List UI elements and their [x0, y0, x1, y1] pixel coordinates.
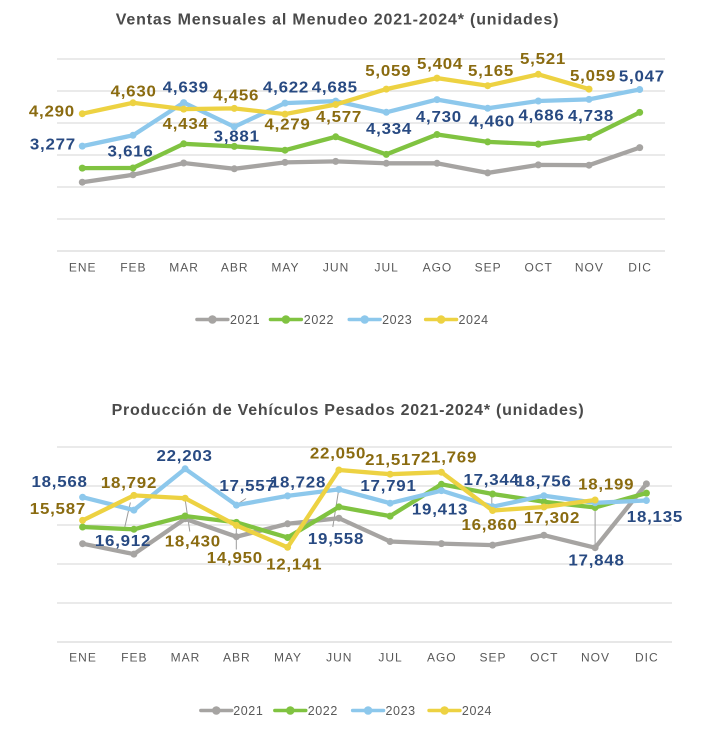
svg-text:ABR: ABR	[223, 651, 251, 665]
svg-text:JUN: JUN	[323, 261, 349, 275]
svg-text:18,199: 18,199	[578, 476, 634, 493]
svg-text:18,728: 18,728	[270, 474, 326, 491]
svg-text:2021: 2021	[233, 704, 263, 718]
svg-text:5,059: 5,059	[365, 62, 411, 79]
svg-text:16,860: 16,860	[462, 516, 518, 533]
svg-text:SEP: SEP	[479, 651, 506, 665]
svg-text:22,050: 22,050	[310, 445, 366, 462]
svg-text:4,460: 4,460	[469, 113, 515, 130]
svg-text:21,769: 21,769	[421, 449, 477, 466]
svg-text:5,059: 5,059	[570, 67, 616, 84]
svg-text:AGO: AGO	[427, 651, 457, 665]
svg-text:OCT: OCT	[525, 261, 553, 275]
svg-text:3,881: 3,881	[214, 128, 260, 145]
svg-text:19,558: 19,558	[308, 530, 364, 547]
svg-text:4,686: 4,686	[518, 107, 564, 124]
svg-text:JUL: JUL	[378, 651, 402, 665]
svg-text:3,277: 3,277	[30, 136, 76, 153]
svg-text:2023: 2023	[386, 704, 416, 718]
svg-text:18,756: 18,756	[515, 473, 571, 490]
svg-text:SEP: SEP	[475, 261, 502, 275]
svg-text:15,587: 15,587	[30, 500, 86, 517]
svg-text:MAR: MAR	[171, 651, 201, 665]
svg-text:Producción de Vehículos Pesado: Producción de Vehículos Pesados 2021-202…	[112, 402, 585, 419]
svg-text:OCT: OCT	[530, 651, 558, 665]
svg-text:17,848: 17,848	[568, 552, 624, 569]
svg-text:ENE: ENE	[69, 261, 97, 275]
svg-text:FEB: FEB	[120, 261, 146, 275]
svg-text:2024: 2024	[462, 704, 492, 718]
svg-text:ABR: ABR	[221, 261, 249, 275]
svg-text:3,616: 3,616	[107, 143, 153, 160]
svg-text:NOV: NOV	[581, 651, 610, 665]
svg-text:5,521: 5,521	[520, 51, 566, 68]
svg-text:18,792: 18,792	[101, 474, 157, 491]
svg-text:4,334: 4,334	[366, 120, 412, 137]
svg-text:5,165: 5,165	[468, 62, 514, 79]
svg-text:22,203: 22,203	[157, 448, 213, 465]
svg-text:NOV: NOV	[575, 261, 604, 275]
svg-text:4,738: 4,738	[568, 107, 614, 124]
svg-text:ENE: ENE	[69, 651, 97, 665]
svg-text:2024: 2024	[459, 313, 489, 327]
svg-text:4,639: 4,639	[163, 79, 209, 96]
svg-text:DIC: DIC	[628, 261, 652, 275]
svg-text:4,685: 4,685	[312, 79, 358, 96]
svg-text:4,630: 4,630	[111, 83, 157, 100]
svg-text:4,577: 4,577	[316, 109, 362, 126]
svg-text:16,912: 16,912	[95, 532, 151, 549]
svg-text:5,047: 5,047	[619, 68, 665, 85]
svg-text:17,791: 17,791	[360, 478, 416, 495]
svg-text:5,404: 5,404	[417, 56, 463, 73]
svg-text:14,950: 14,950	[207, 550, 263, 567]
svg-text:MAY: MAY	[271, 261, 299, 275]
svg-text:4,730: 4,730	[416, 108, 462, 125]
svg-text:17,344: 17,344	[464, 472, 520, 489]
svg-text:4,290: 4,290	[29, 103, 75, 120]
svg-text:AGO: AGO	[423, 261, 453, 275]
svg-text:FEB: FEB	[121, 651, 147, 665]
svg-text:21,517: 21,517	[365, 451, 421, 468]
svg-text:4,456: 4,456	[213, 87, 259, 104]
svg-text:4,279: 4,279	[264, 116, 310, 133]
svg-text:19,413: 19,413	[412, 501, 468, 518]
svg-text:17,302: 17,302	[524, 510, 580, 527]
svg-text:12,141: 12,141	[266, 556, 322, 573]
svg-text:18,135: 18,135	[627, 509, 683, 526]
svg-text:MAR: MAR	[169, 261, 199, 275]
svg-text:4,434: 4,434	[163, 115, 209, 132]
svg-text:17,557: 17,557	[219, 477, 275, 494]
svg-text:2022: 2022	[304, 313, 334, 327]
svg-text:18,568: 18,568	[32, 473, 88, 490]
svg-text:2021: 2021	[230, 313, 260, 327]
svg-text:MAY: MAY	[274, 651, 302, 665]
svg-text:2022: 2022	[308, 704, 338, 718]
svg-text:DIC: DIC	[635, 651, 659, 665]
svg-text:JUN: JUN	[326, 651, 352, 665]
svg-text:18,430: 18,430	[165, 533, 221, 550]
svg-text:4,622: 4,622	[263, 79, 309, 96]
svg-text:Ventas Mensuales al Menudeo 20: Ventas Mensuales al Menudeo 2021-2024* (…	[116, 12, 560, 29]
svg-text:2023: 2023	[382, 313, 412, 327]
svg-text:JUL: JUL	[375, 261, 399, 275]
